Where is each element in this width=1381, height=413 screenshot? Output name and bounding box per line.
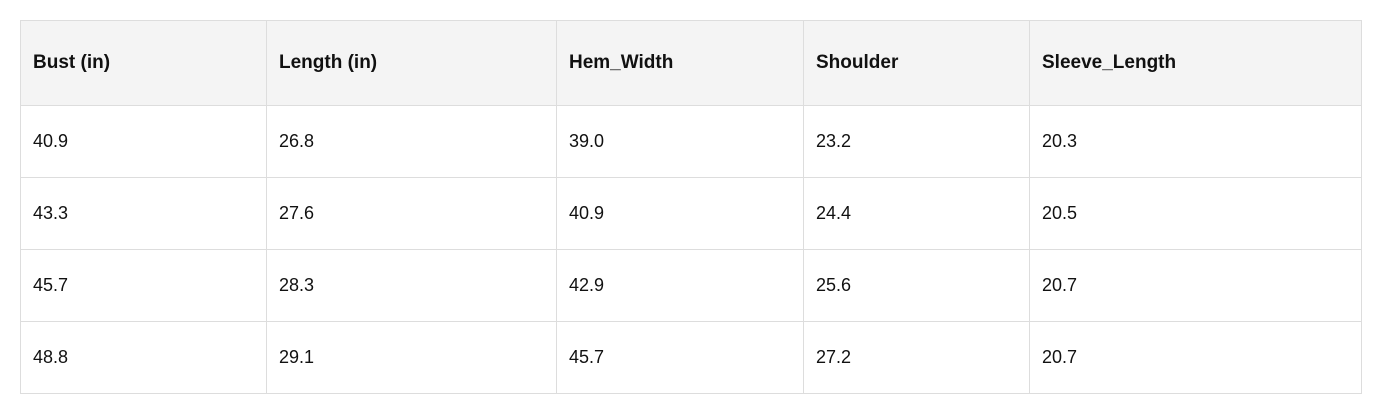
header-cell: Length (in) xyxy=(266,20,557,106)
header-cell: Bust (in) xyxy=(20,20,267,106)
header-row: Bust (in) Length (in) Hem_Width Shoulder Sle… xyxy=(20,20,1362,106)
table-cell: 43.3 xyxy=(20,177,267,250)
table-cell: 24.4 xyxy=(803,177,1030,250)
table-cell: 20.7 xyxy=(1029,249,1362,322)
table-cell: 48.8 xyxy=(20,321,267,394)
table-row: 48.8 29.1 45.7 27.2 20.7 xyxy=(20,321,1362,394)
table-cell: 40.9 xyxy=(20,105,267,178)
table-cell: 20.5 xyxy=(1029,177,1362,250)
table-cell: 27.6 xyxy=(266,177,557,250)
table-cell: 42.9 xyxy=(556,249,804,322)
table-cell: 20.3 xyxy=(1029,105,1362,178)
table-cell: 40.9 xyxy=(556,177,804,250)
table-cell: 29.1 xyxy=(266,321,557,394)
size-table: Bust (in) Length (in) Hem_Width Shoulder Sle… xyxy=(20,20,1362,394)
header-cell: Hem_Width xyxy=(556,20,804,106)
table-cell: 23.2 xyxy=(803,105,1030,178)
table-cell: 45.7 xyxy=(20,249,267,322)
table-body: 40.9 26.8 39.0 23.2 20.3 43.3 27.6 40.9 24.4 20.5… xyxy=(20,105,1362,394)
table-cell: 25.6 xyxy=(803,249,1030,322)
table-cell: 26.8 xyxy=(266,105,557,178)
table-cell: 28.3 xyxy=(266,249,557,322)
table-row: 40.9 26.8 39.0 23.2 20.3 xyxy=(20,105,1362,178)
header-cell: Sleeve_Length xyxy=(1029,20,1362,106)
table-row: 43.3 27.6 40.9 24.4 20.5 xyxy=(20,177,1362,250)
header-cell: Shoulder xyxy=(803,20,1030,106)
table-cell: 39.0 xyxy=(556,105,804,178)
table-row: 45.7 28.3 42.9 25.6 20.7 xyxy=(20,249,1362,322)
table-header: Bust (in) Length (in) Hem_Width Shoulder Sle… xyxy=(20,20,1362,106)
table-cell: 27.2 xyxy=(803,321,1030,394)
table-cell: 20.7 xyxy=(1029,321,1362,394)
table-cell: 45.7 xyxy=(556,321,804,394)
